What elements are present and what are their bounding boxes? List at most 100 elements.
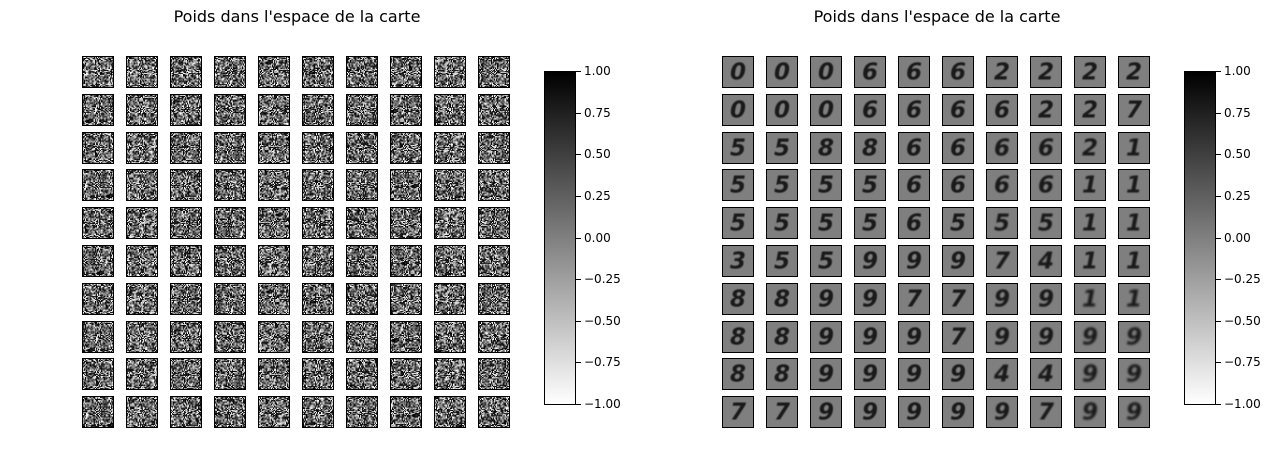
weight-cell-image	[723, 284, 753, 314]
weight-cell-image	[435, 57, 465, 87]
weight-cell-image	[987, 359, 1017, 389]
weight-cell-image	[855, 208, 885, 238]
weight-cell	[766, 283, 798, 315]
weight-cell	[1118, 132, 1150, 164]
weight-cell-image	[479, 246, 509, 276]
colorbar-tick-label: −1.00	[1224, 397, 1261, 411]
weight-cell-image	[987, 322, 1017, 352]
weight-cell-image	[723, 246, 753, 276]
colorbar-tick-label: −0.75	[584, 355, 621, 369]
weight-cell	[898, 132, 930, 164]
weight-cell-image	[811, 359, 841, 389]
weight-cell-image	[1031, 170, 1061, 200]
weight-cell-image	[723, 57, 753, 87]
weight-cell	[722, 169, 754, 201]
weight-cell	[170, 169, 202, 201]
weight-cell	[82, 321, 114, 353]
weight-grid-left	[82, 56, 512, 428]
weight-cell-image	[127, 95, 157, 125]
weight-cell-image	[1119, 397, 1149, 427]
weight-cell	[126, 245, 158, 277]
weight-cell-image	[1031, 322, 1061, 352]
weight-cell-image	[127, 246, 157, 276]
colorbar-tick-label: 0.25	[1224, 189, 1251, 203]
weight-cell-image	[899, 246, 929, 276]
weight-cell	[722, 321, 754, 353]
weight-cell-image	[83, 133, 113, 163]
weight-cell	[170, 396, 202, 428]
weight-cell-image	[391, 322, 421, 352]
colorbar-tick-label: 0.25	[584, 189, 611, 203]
weight-cell-image	[1119, 246, 1149, 276]
weight-cell-image	[723, 397, 753, 427]
weight-cell-image	[303, 95, 333, 125]
colorbar-right	[1184, 71, 1216, 405]
weight-cell	[258, 245, 290, 277]
weight-cell-image	[435, 397, 465, 427]
weight-cell-image	[127, 133, 157, 163]
weight-cell	[478, 396, 510, 428]
weight-cell-image	[723, 359, 753, 389]
colorbar-tick-label: 0.75	[1224, 106, 1251, 120]
weight-cell	[854, 358, 886, 390]
weight-cell-image	[987, 170, 1017, 200]
weight-cell-image	[811, 133, 841, 163]
weight-cell	[1118, 283, 1150, 315]
weight-cell	[214, 396, 246, 428]
weight-cell-image	[479, 208, 509, 238]
weight-cell	[854, 132, 886, 164]
weight-cell	[810, 283, 842, 315]
weight-cell	[810, 396, 842, 428]
weight-cell	[942, 56, 974, 88]
weight-cell	[1030, 396, 1062, 428]
weight-cell	[810, 207, 842, 239]
weight-cell	[986, 245, 1018, 277]
weight-cell	[346, 207, 378, 239]
weight-cell-image	[899, 359, 929, 389]
weight-cell-image	[1031, 397, 1061, 427]
weight-cell-image	[479, 397, 509, 427]
weight-cell	[302, 358, 334, 390]
weight-cell-image	[943, 170, 973, 200]
weight-cell-image	[127, 208, 157, 238]
weight-cell	[170, 283, 202, 315]
weight-cell-image	[1075, 133, 1105, 163]
weight-cell-image	[303, 170, 333, 200]
weight-cell	[986, 207, 1018, 239]
weight-cell	[434, 358, 466, 390]
weight-cell-image	[171, 359, 201, 389]
weight-cell-image	[767, 359, 797, 389]
right-panel: Poids dans l'espace de la carte 1.00 0.75…	[640, 0, 1280, 476]
weight-cell-image	[435, 246, 465, 276]
weight-cell-image	[767, 170, 797, 200]
weight-cell	[722, 245, 754, 277]
weight-cell-image	[855, 170, 885, 200]
weight-cell-image	[1031, 95, 1061, 125]
weight-cell-image	[1119, 322, 1149, 352]
weight-cell	[1074, 245, 1106, 277]
weight-cell	[722, 56, 754, 88]
weight-cell-image	[1075, 57, 1105, 87]
weight-cell-image	[987, 208, 1017, 238]
weight-cell-image	[811, 208, 841, 238]
weight-cell	[766, 94, 798, 126]
weight-cell-image	[723, 133, 753, 163]
weight-cell-image	[215, 57, 245, 87]
colorbar-tick	[576, 196, 581, 197]
weight-cell	[1030, 358, 1062, 390]
weight-cell	[898, 245, 930, 277]
weight-cell	[302, 207, 334, 239]
weight-cell-image	[83, 57, 113, 87]
weight-cell	[258, 169, 290, 201]
weight-cell	[766, 169, 798, 201]
weight-cell	[1030, 245, 1062, 277]
weight-cell	[258, 283, 290, 315]
weight-cell-image	[479, 284, 509, 314]
weight-cell	[302, 283, 334, 315]
weight-cell	[346, 321, 378, 353]
weight-cell-image	[83, 95, 113, 125]
weight-cell-image	[811, 284, 841, 314]
chart-title-right: Poids dans l'espace de la carte	[813, 7, 1061, 26]
colorbar-tick	[576, 321, 581, 322]
colorbar-tick	[1216, 404, 1221, 405]
